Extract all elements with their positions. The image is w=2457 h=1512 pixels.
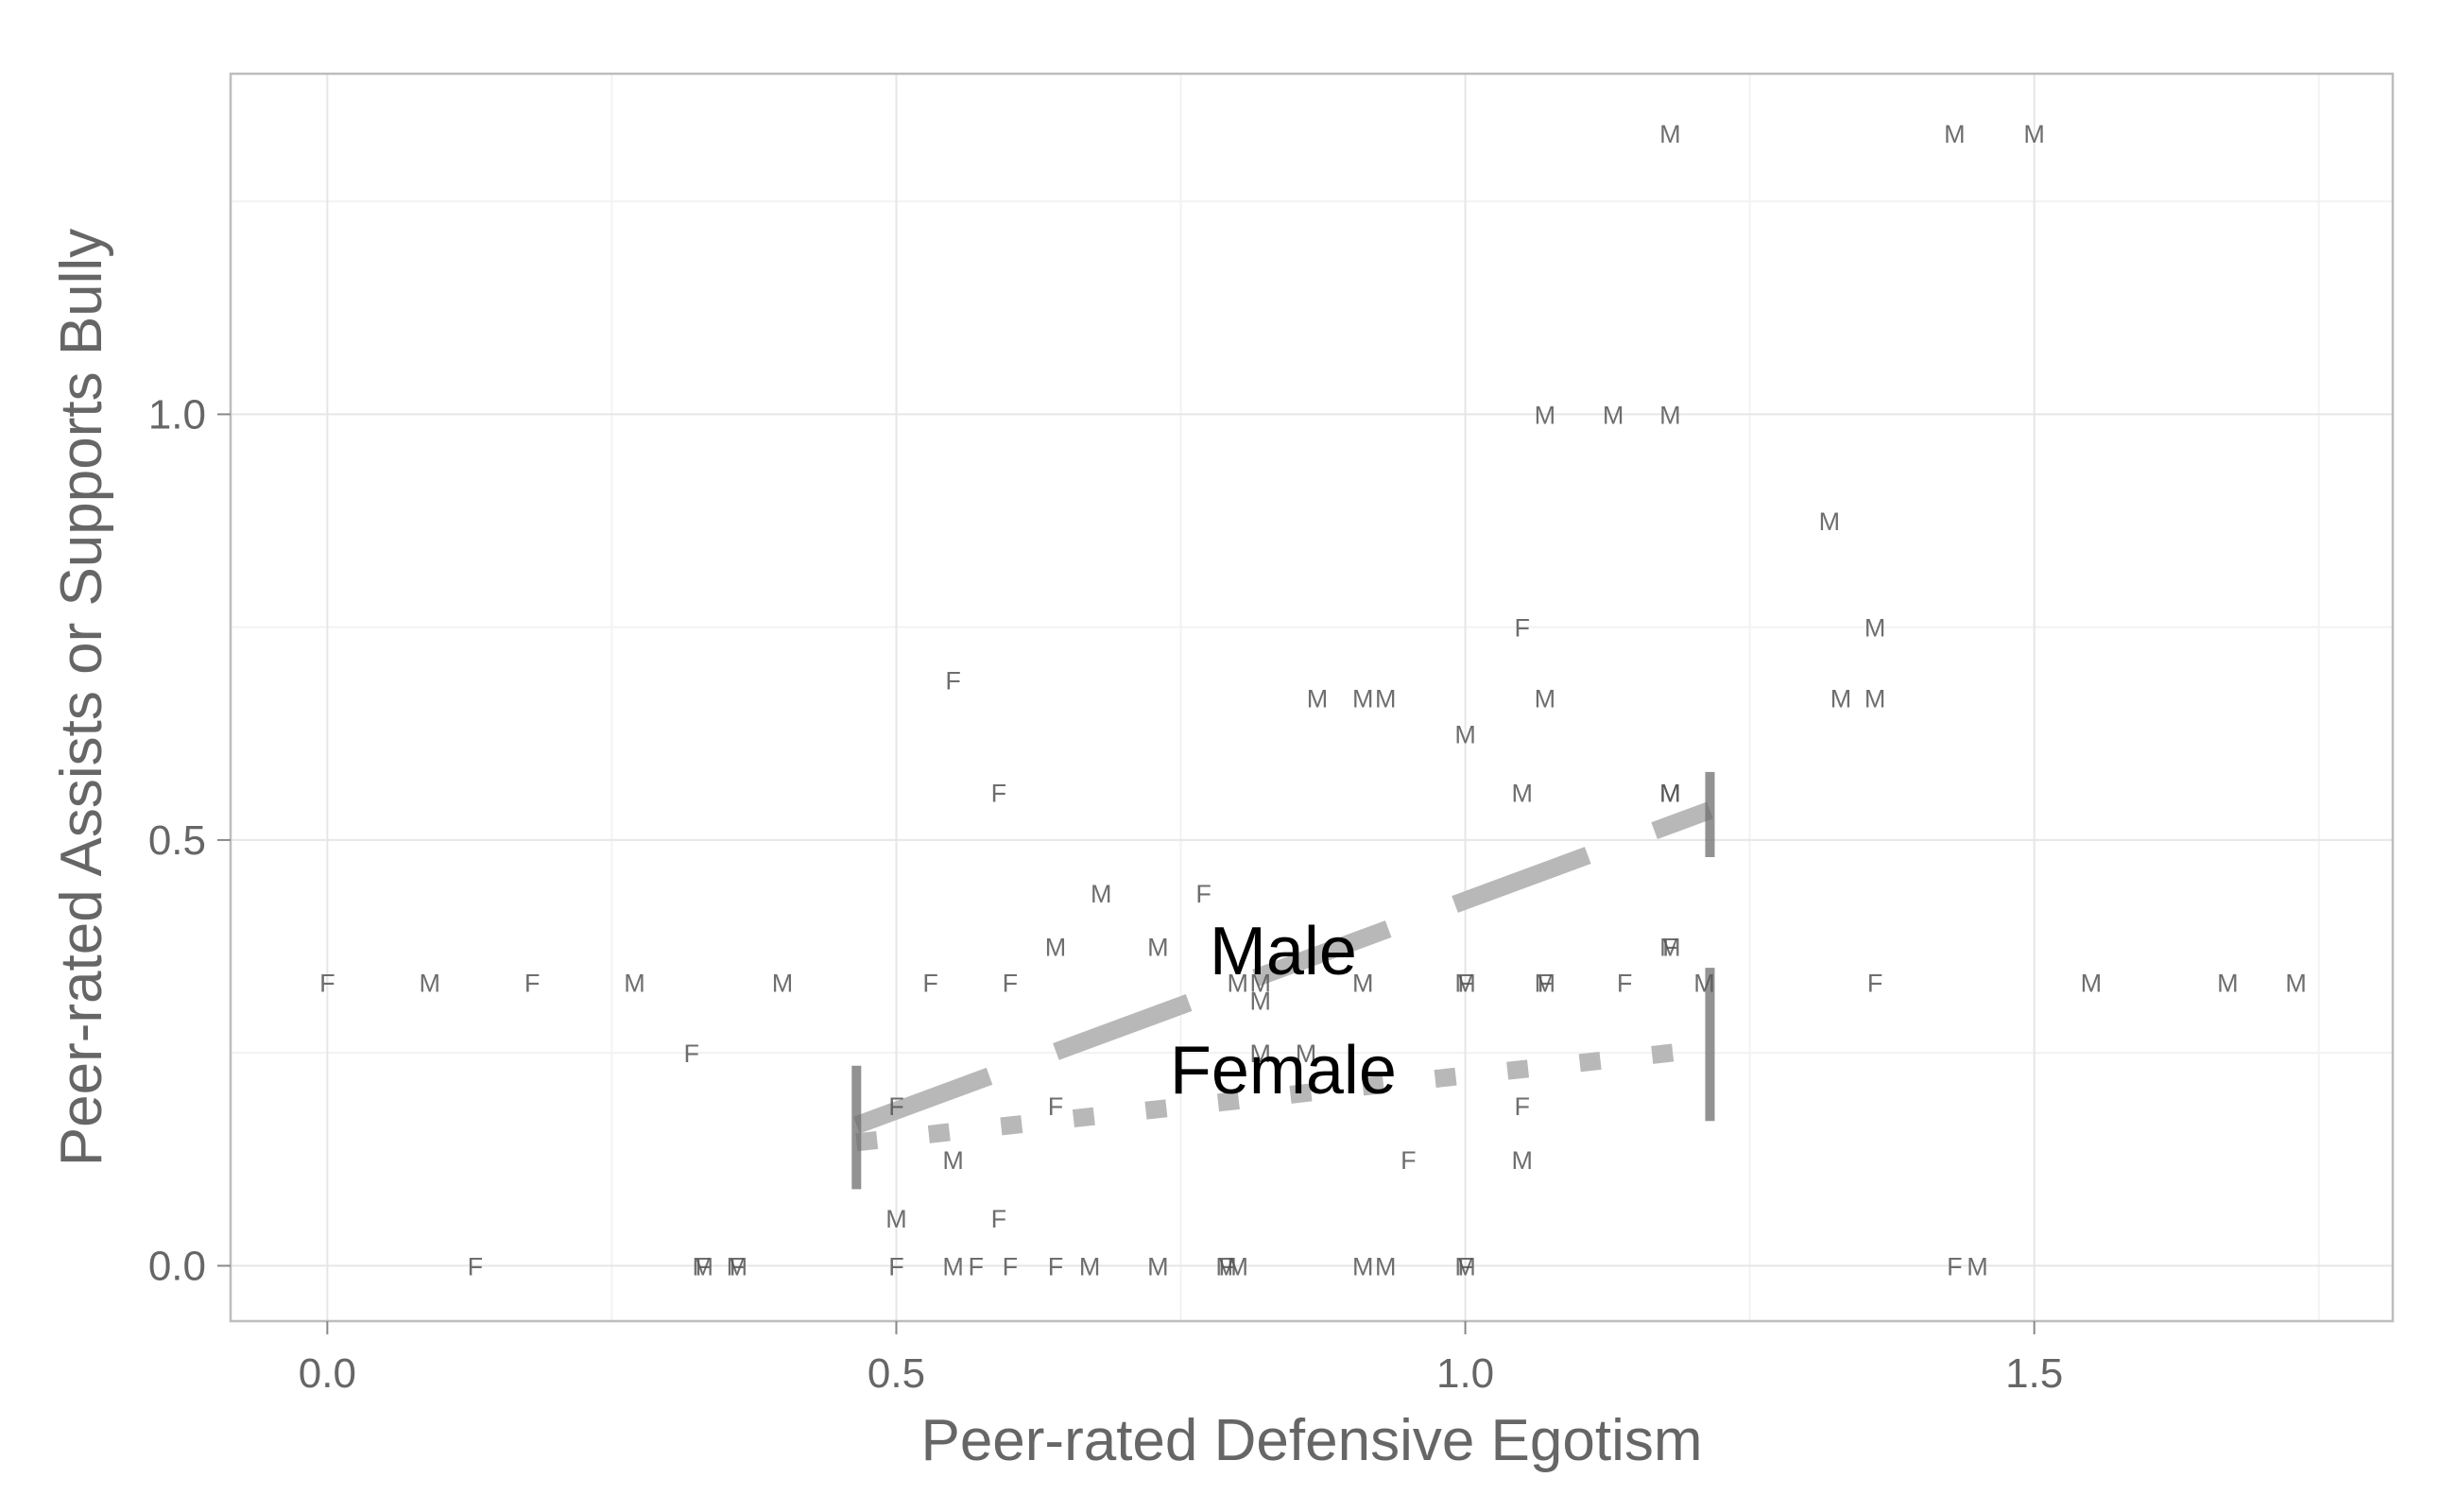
data-point-m: M	[1693, 969, 1715, 997]
data-point-f: F	[1617, 969, 1633, 997]
data-point-f: F	[1867, 969, 1883, 997]
x-tick-label: 0.0	[299, 1350, 356, 1397]
data-point-m: M	[1454, 969, 1476, 997]
grid-lines	[231, 74, 2393, 1321]
data-point-m: M	[1091, 880, 1112, 908]
data-point-m: M	[1375, 684, 1397, 713]
y-axis-title: Peer-rated Assists or Supports Bully	[49, 229, 114, 1166]
data-point-m: M	[1659, 779, 1681, 807]
data-point-m: M	[1512, 1146, 1534, 1175]
data-point-m: M	[1659, 401, 1681, 429]
data-point-m: M	[1535, 401, 1556, 429]
data-point-m: M	[1079, 1252, 1101, 1280]
data-point-f: F	[1048, 1252, 1064, 1280]
data-point-f: F	[969, 1252, 985, 1280]
data-point-m: M	[1603, 401, 1624, 429]
data-points: F M F M M F FFF MF MF F M F F F M M MFM M M MF F MM FM F MF F FM MM…	[319, 120, 2307, 1280]
fit-lines	[851, 771, 1715, 1190]
data-point-m: M	[1250, 1040, 1272, 1068]
data-point-f: F	[922, 969, 938, 997]
data-point-f: F	[991, 1205, 1007, 1233]
y-tick-label: 0.5	[148, 817, 206, 864]
series-label-female: Female	[1170, 1033, 1397, 1108]
data-point-m: M	[1227, 969, 1248, 997]
data-point-f: F	[1662, 934, 1678, 962]
data-point-m: M	[1535, 684, 1556, 713]
data-point-f: F	[319, 969, 335, 997]
data-point-m: M	[1512, 779, 1534, 807]
data-point-m: M	[1147, 934, 1169, 962]
data-point-m: M	[1045, 934, 1067, 962]
data-point-f: F	[1048, 1092, 1064, 1121]
data-point-f: F	[1400, 1146, 1417, 1175]
data-point-f: F	[1515, 1092, 1531, 1121]
x-tick-label: 1.5	[2005, 1350, 2063, 1397]
data-point-m: M	[1375, 1252, 1397, 1280]
series-label-male: Male	[1210, 914, 1357, 989]
data-point-m: M	[1535, 969, 1556, 997]
data-point-m: M	[1659, 934, 1681, 962]
data-point-f: F	[730, 1252, 746, 1280]
x-tick-label: 0.5	[868, 1350, 925, 1397]
data-point-m: M	[1307, 684, 1329, 713]
data-point-m: M	[1864, 614, 1886, 643]
data-point-m: M	[1250, 969, 1272, 997]
data-point-f: F	[1003, 1252, 1019, 1280]
data-point-m: M	[1352, 684, 1374, 713]
data-point-m: M	[1250, 987, 1272, 1015]
data-point-f: F	[888, 1092, 904, 1121]
data-point-f: F	[1218, 1252, 1234, 1280]
data-point-m: M	[624, 969, 645, 997]
data-point-f: F	[1003, 969, 1019, 997]
data-point-m: M	[2217, 969, 2239, 997]
data-point-f: F	[945, 667, 961, 696]
data-point-f: F	[1947, 1252, 1963, 1280]
data-point-m: M	[772, 969, 794, 997]
data-point-m: M	[1227, 1252, 1248, 1280]
data-point-m: M	[2285, 969, 2307, 997]
data-point-m: M	[727, 1252, 748, 1280]
data-point-m: M	[1944, 120, 1966, 148]
data-point-f: F	[1457, 1252, 1473, 1280]
data-point-m: M	[1215, 1252, 1237, 1280]
x-tick-label: 1.0	[1436, 1350, 1494, 1397]
data-point-m: M	[1864, 684, 1886, 713]
data-point-m: M	[1819, 507, 1841, 536]
data-point-f: F	[1457, 969, 1473, 997]
plot-panel	[229, 72, 2395, 1323]
y-tick-label: 0.0	[148, 1243, 206, 1289]
data-point-m: M	[1296, 1040, 1317, 1068]
data-point-m: M	[1967, 1252, 1988, 1280]
data-point-f: F	[888, 1252, 904, 1280]
data-point-m: M	[1147, 1252, 1169, 1280]
data-point-f: F	[991, 779, 1007, 807]
data-point-m: M	[419, 969, 440, 997]
data-point-m: M	[1454, 1252, 1476, 1280]
data-point-f: F	[468, 1252, 484, 1280]
data-point-m: M	[1352, 1252, 1374, 1280]
data-point-m: M	[1454, 720, 1476, 748]
data-point-f: F	[695, 1252, 711, 1280]
data-point-m: M	[885, 1205, 907, 1233]
data-point-f: F	[524, 969, 541, 997]
data-point-f: F	[683, 1040, 699, 1068]
data-point-f: F	[1195, 880, 1211, 908]
data-point-m: M	[1830, 684, 1852, 713]
axis-ticks: 0.0 0.5 1.0 1.5 0.0 0.5 1.0	[148, 391, 2063, 1397]
series-labels: Male Female	[1170, 914, 1397, 1108]
data-point-m: M	[1352, 969, 1374, 997]
data-point-m: M	[942, 1146, 964, 1175]
y-tick-label: 1.0	[148, 391, 206, 438]
x-axis-title: Peer-rated Defensive Egotism	[920, 1408, 1702, 1473]
data-point-m: M	[2023, 120, 2045, 148]
data-point-m: M	[2081, 969, 2103, 997]
fit-line-male	[853, 801, 1713, 1134]
data-point-m: M	[1659, 120, 1681, 148]
data-point-m: M	[1659, 779, 1681, 807]
data-point-f: F	[1538, 969, 1554, 997]
data-point-m: M	[692, 1252, 713, 1280]
data-point-m: M	[942, 1252, 964, 1280]
data-point-f: F	[1515, 614, 1531, 643]
